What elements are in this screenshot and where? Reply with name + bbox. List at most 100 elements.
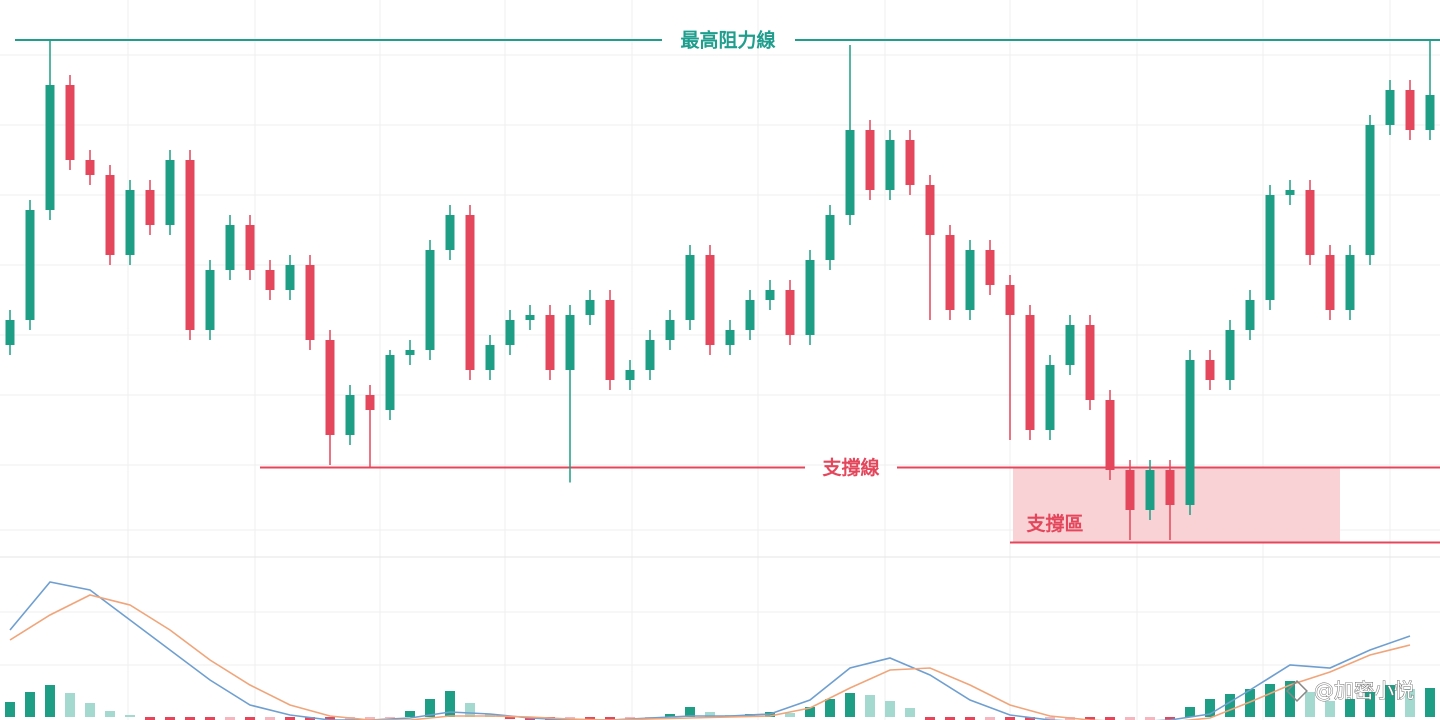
candle-body (1085, 325, 1095, 400)
histogram-bar (825, 699, 835, 717)
candle-body (1365, 125, 1375, 255)
histogram-bar (265, 717, 275, 720)
support-label: 支撐線 (821, 456, 879, 479)
candle-body (325, 340, 335, 435)
candle-body (1145, 470, 1155, 510)
candle-body (665, 320, 675, 340)
support-zone-label: 支撐區 (1025, 512, 1083, 535)
candle-body (245, 225, 255, 270)
histogram-bar (1185, 707, 1195, 717)
candle-body (1225, 330, 1235, 380)
histogram-bar (185, 717, 195, 720)
histogram-bar (465, 703, 475, 717)
resistance-label: 最高阻力線 (680, 29, 775, 52)
candle-body (1405, 90, 1415, 130)
candle-body (105, 175, 115, 255)
histogram-bar (865, 695, 875, 717)
candle-body (625, 370, 635, 380)
histogram-bar (145, 717, 155, 720)
candle-body (1245, 300, 1255, 330)
candle-body (385, 355, 395, 410)
histogram-bar (365, 717, 375, 720)
histogram-bar (65, 693, 75, 717)
histogram-bar (385, 717, 395, 718)
histogram-bar (945, 717, 955, 720)
candle-body (805, 260, 815, 335)
candle-body (765, 290, 775, 300)
histogram-bar (425, 699, 435, 717)
watermark-icon (1286, 680, 1308, 702)
candle-body (205, 270, 215, 330)
histogram-bar (325, 717, 335, 720)
histogram-bar (785, 713, 795, 717)
histogram-bar (665, 714, 675, 717)
candle-body (725, 330, 735, 345)
candle-body (905, 140, 915, 185)
candle-body (425, 250, 435, 350)
histogram-bar (1425, 688, 1435, 717)
candle-body (545, 315, 555, 370)
candle-body (1325, 255, 1335, 310)
candle-body (945, 235, 955, 310)
candle-body (705, 255, 715, 345)
histogram-bar (1285, 681, 1295, 717)
histogram-bar (1385, 685, 1395, 717)
candle-body (505, 320, 515, 345)
histogram-bar (225, 717, 235, 720)
candle-body (965, 250, 975, 310)
histogram-bar (1405, 689, 1415, 717)
histogram-bar (585, 717, 595, 720)
candle-body (745, 300, 755, 330)
histogram-bar (605, 717, 615, 720)
candle-body (165, 160, 175, 225)
candle-body (585, 300, 595, 315)
histogram-bar (505, 717, 515, 719)
histogram-bar (305, 717, 315, 720)
histogram-bar (405, 711, 415, 717)
histogram-bar (1325, 701, 1335, 717)
histogram-bar (1265, 684, 1275, 717)
candle-body (145, 190, 155, 225)
candle-body (1285, 190, 1295, 195)
candle-body (685, 255, 695, 320)
candle-body (1165, 470, 1175, 505)
candle-body (1265, 195, 1275, 300)
candle-body (225, 225, 235, 270)
candle-body (345, 395, 355, 435)
candle-body (1125, 470, 1135, 510)
candle-body (1305, 190, 1315, 255)
histogram-bar (845, 693, 855, 717)
histogram-bar (5, 702, 15, 717)
candle-body (405, 350, 415, 355)
candle-body (1385, 90, 1395, 125)
histogram-bar (805, 707, 815, 717)
candle-body (565, 315, 575, 370)
candle-body (85, 160, 95, 175)
histogram-bar (685, 707, 695, 717)
candle-body (365, 395, 375, 410)
candle-body (1345, 255, 1355, 310)
candle-body (125, 190, 135, 255)
histogram-bar (125, 715, 135, 717)
histogram-bar (885, 701, 895, 717)
histogram-bar (1045, 717, 1055, 720)
candle-body (785, 290, 795, 335)
candle-body (1025, 315, 1035, 430)
histogram-bar (1365, 692, 1375, 717)
candle-body (285, 265, 295, 290)
candle-body (1105, 400, 1115, 470)
histogram-bar (1085, 717, 1095, 720)
candle-body (845, 130, 855, 215)
candle-body (865, 130, 875, 190)
histogram-bar (1025, 717, 1035, 720)
candle-body (305, 265, 315, 340)
candle-body (1205, 360, 1215, 380)
candle-body (65, 85, 75, 160)
candle-body (265, 270, 275, 290)
candle-body (1005, 285, 1015, 315)
candle-body (1045, 365, 1055, 430)
histogram-bar (1305, 692, 1315, 717)
candle-body (885, 140, 895, 190)
